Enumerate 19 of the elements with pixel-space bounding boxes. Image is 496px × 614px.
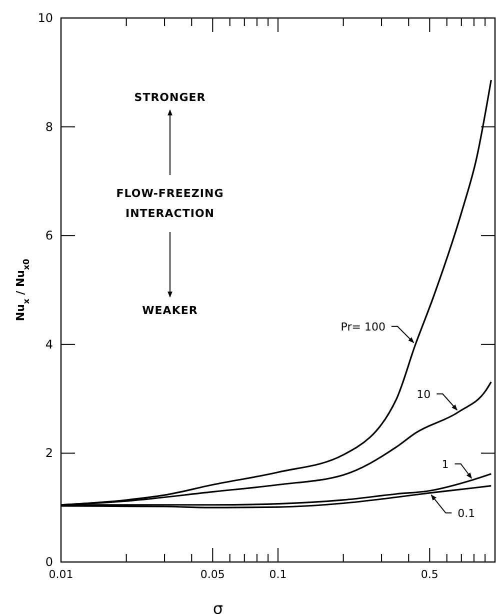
x-tick-label: 0.05	[200, 568, 225, 581]
annotation: INTERACTION	[125, 207, 215, 220]
annotation: FLOW-FREEZING	[116, 187, 224, 200]
series-label: 0.1	[458, 506, 476, 520]
y-tick-label: 8	[45, 120, 53, 134]
annotation: STRONGER	[134, 91, 206, 104]
x-tick-label: 0.01	[48, 568, 74, 581]
legend-label: 10	[416, 388, 431, 401]
y-tick-label: 10	[38, 11, 53, 25]
y-tick-label: 4	[45, 337, 53, 352]
x-tick-label: 0.1	[269, 568, 287, 581]
x-tick-label: 0.5	[420, 568, 438, 581]
x-axis-title: σ	[212, 599, 224, 614]
legend-label: Pr= 100	[340, 320, 386, 334]
y-tick-label: 0	[45, 555, 53, 569]
legend-label: 1	[442, 458, 449, 471]
y-tick-label: 6	[45, 228, 53, 243]
y-tick-label: 2	[45, 446, 53, 460]
annotation: WEAKER	[142, 304, 198, 317]
